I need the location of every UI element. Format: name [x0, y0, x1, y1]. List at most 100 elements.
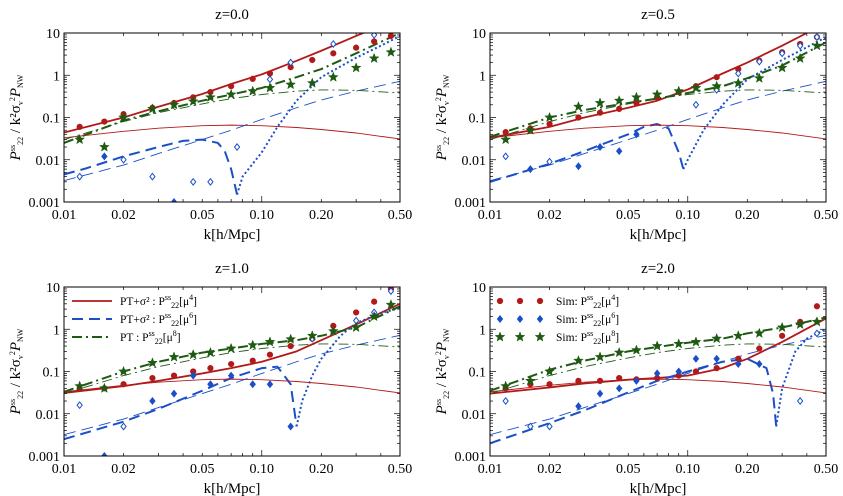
data-point-star — [285, 78, 297, 90]
data-point-diamond — [76, 172, 83, 181]
data-point-star — [247, 339, 259, 350]
series-line — [64, 124, 400, 140]
data-point-diamond — [575, 402, 582, 411]
data-point-star — [690, 82, 702, 93]
x-tick-label: 0.02 — [111, 462, 136, 477]
data-point-star — [500, 380, 512, 391]
series-line — [64, 138, 239, 195]
x-tick-label: 0.50 — [388, 462, 413, 477]
data-point-star — [225, 342, 237, 354]
data-point-diamond — [120, 155, 127, 164]
data-point-circle — [596, 109, 604, 116]
plot-frame — [489, 32, 827, 203]
y-tick-label: 1 — [479, 69, 486, 84]
data-point-diamond — [233, 143, 241, 152]
x-tick-label: 0.05 — [190, 462, 215, 477]
data-point-star — [500, 133, 512, 145]
data-point-star — [368, 52, 380, 64]
y-tick-label: 10 — [472, 281, 486, 296]
data-point-star — [794, 318, 806, 330]
x-tick-label: 0.50 — [814, 208, 839, 223]
data-point-star — [264, 336, 276, 347]
series-line — [64, 80, 400, 182]
panel-z0-0: z=0.00.01 0.02 0.05 0.10 0.20 0.500.0010.010.… — [8, 7, 412, 243]
data-point-circle — [330, 50, 337, 57]
series-line — [490, 123, 685, 183]
series-line — [490, 317, 826, 395]
data-point-diamond — [266, 75, 274, 84]
data-point-star — [673, 338, 685, 349]
data-point-diamond — [596, 389, 604, 398]
x-tick-label: 0.20 — [309, 208, 334, 223]
x-axis-label: k[h/Mpc] — [630, 481, 687, 496]
data-point-diamond — [692, 100, 700, 109]
data-point-diamond — [615, 384, 623, 393]
data-point-diamond — [387, 287, 395, 296]
data-point-diamond — [502, 152, 509, 161]
series-line — [64, 378, 400, 394]
data-point-circle — [813, 303, 821, 310]
data-point-diamond — [120, 422, 127, 431]
data-point-star — [811, 316, 823, 327]
data-point-diamond — [189, 371, 197, 380]
ticks — [489, 32, 827, 203]
data-point-star — [711, 80, 723, 91]
series-line — [64, 33, 400, 144]
y-tick-label: 0.1 — [469, 366, 487, 381]
y-tick-label: 0.01 — [36, 408, 61, 423]
data-point-star — [594, 351, 606, 362]
data-point-circle — [371, 38, 378, 45]
x-axis-label: k[h/Mpc] — [630, 227, 687, 243]
y-tick-label: 10 — [46, 281, 60, 296]
data-point-diamond — [527, 165, 534, 174]
legend-label: PT+σ² : Pss22[μ6] — [120, 311, 197, 328]
x-tick-label: 0.50 — [388, 208, 413, 223]
data-point-diamond — [692, 354, 700, 363]
data-point-diamond — [370, 33, 378, 39]
data-point-circle — [266, 70, 274, 77]
data-point-star — [776, 62, 788, 73]
data-point-star — [98, 382, 110, 393]
series-line — [490, 343, 826, 395]
data-point-star — [524, 375, 536, 386]
series-line — [490, 89, 826, 141]
data-point-diamond — [287, 422, 294, 431]
data-point-star — [572, 354, 584, 366]
legend-label: PT+σ² : Pss22[μ4] — [120, 293, 197, 310]
series-line — [64, 305, 400, 393]
data-point-star — [74, 133, 86, 145]
series-line — [490, 334, 826, 436]
y-axis-label: Pss22 / k²σv2PNW — [434, 328, 451, 415]
data-point-star — [204, 346, 216, 358]
legend: PT+σ² : Pss22[μ4]PT+σ² : Pss22[μ6]PT : P… — [72, 293, 197, 346]
legend-marker-diamond — [496, 314, 504, 324]
data-point-circle — [713, 365, 720, 372]
data-point-star — [368, 310, 380, 322]
legend-marker-diamond — [536, 314, 544, 324]
y-tick-label: 0.1 — [43, 112, 61, 127]
series-line — [775, 328, 826, 427]
plot-area — [64, 287, 400, 456]
data-point-diamond — [546, 422, 553, 431]
y-tick-label: 1 — [479, 323, 486, 338]
legend-marker-star — [514, 331, 526, 342]
x-tick-label: 0.02 — [111, 208, 136, 223]
data-point-circle — [228, 360, 235, 368]
plot-frame — [63, 32, 401, 203]
data-point-diamond — [101, 451, 108, 456]
data-point-star — [74, 380, 86, 391]
x-axis-label: k[h/Mpc] — [204, 227, 261, 243]
y-tick-label: 0.001 — [29, 450, 61, 465]
x-tick-label: 0.10 — [676, 462, 701, 477]
data-point-diamond — [653, 369, 661, 378]
legend-label: PT : Pss22[μ8] — [120, 329, 181, 346]
panel-title: z=0.0 — [215, 7, 249, 23]
series-line — [64, 89, 400, 141]
data-point-diamond — [575, 162, 582, 171]
plot-area — [490, 33, 826, 183]
data-point-diamond — [207, 177, 214, 186]
data-point-star — [327, 325, 339, 336]
x-tick-label: 0.02 — [537, 462, 562, 477]
data-point-diamond — [266, 380, 274, 389]
data-point-diamond — [502, 397, 509, 406]
